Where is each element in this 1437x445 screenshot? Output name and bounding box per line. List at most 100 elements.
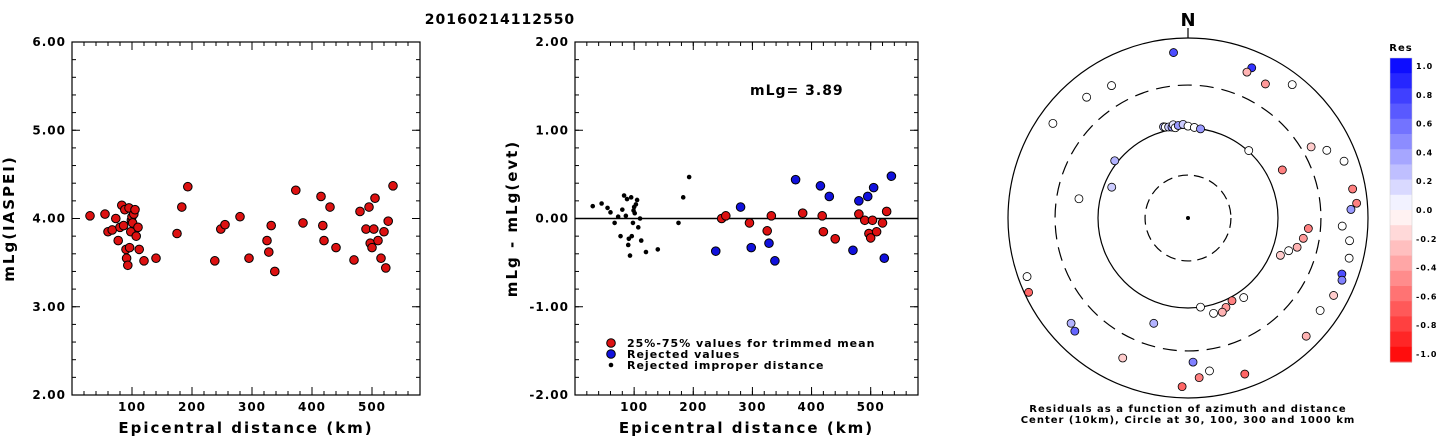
- data-point: [637, 216, 643, 221]
- data-point: [262, 235, 272, 246]
- circle-300km: [1054, 84, 1322, 352]
- colorbar-frame: [1389, 57, 1413, 363]
- data-point: [710, 246, 721, 256]
- colorbar-tick-label: -0.2: [1416, 235, 1437, 244]
- data-point: [177, 202, 187, 212]
- data-point: [790, 174, 801, 185]
- data-point: [367, 242, 377, 253]
- colorbar-segment: [1390, 255, 1412, 272]
- data-point: [376, 253, 386, 264]
- station-residual-point: [1261, 79, 1270, 89]
- data-point: [868, 182, 879, 193]
- colorbar-tick-label: -1.0: [1416, 350, 1437, 359]
- data-point: [625, 242, 631, 248]
- colorbar-segment: [1390, 179, 1412, 196]
- station-residual-point: [1209, 308, 1218, 318]
- data-point: [139, 256, 149, 266]
- colorbar-segment: [1390, 118, 1412, 135]
- colorbar-segment: [1390, 301, 1412, 317]
- data-point: [291, 185, 301, 196]
- station-residual-point: [1329, 291, 1339, 300]
- station-residual-point: [1227, 296, 1237, 306]
- y-tick-label: -1.00: [529, 300, 569, 314]
- station-residual-point: [1169, 48, 1178, 57]
- colorbar-segment: [1390, 103, 1412, 120]
- data-point: [220, 219, 230, 230]
- residual-vs-distance-plot: -2.00 -1.00 0.00 1.00 2.00 100 200 300 400 500 Epi…: [503, 35, 919, 437]
- data-point: [638, 238, 644, 243]
- legend-marker: [606, 338, 616, 348]
- station-residual-point: [1149, 318, 1159, 328]
- station-residual-point: [1284, 246, 1294, 256]
- data-point: [370, 193, 380, 204]
- y-tick-label: 2.00: [32, 388, 66, 402]
- data-point: [133, 222, 143, 233]
- colorbar-tick-label: 0.0: [1416, 206, 1433, 215]
- station-residual-point: [1082, 92, 1092, 102]
- colorbar-segment: [1390, 58, 1412, 74]
- data-point: [871, 226, 882, 237]
- data-point: [676, 220, 681, 226]
- data-point: [130, 204, 140, 215]
- data-point: [331, 242, 341, 253]
- colorbar-segment: [1390, 225, 1412, 241]
- data-point: [817, 211, 827, 221]
- figure-title: 20160214112550: [425, 12, 575, 28]
- station-residual-point: [1118, 353, 1128, 363]
- data-point: [612, 220, 617, 226]
- data-point: [618, 233, 623, 239]
- polar-caption-line1: Residuals as a function of azimuth and d…: [1029, 404, 1346, 415]
- data-point: [746, 242, 757, 253]
- station-residual-point: [1337, 221, 1347, 231]
- data-point: [381, 263, 391, 273]
- data-point: [373, 235, 383, 246]
- north-label: N: [1180, 10, 1195, 31]
- x-tick-label: 400: [798, 400, 826, 414]
- station-residual-point: [1177, 382, 1187, 392]
- station-residual-point: [1205, 366, 1214, 376]
- colorbar-segment: [1390, 286, 1412, 302]
- y-axis-label: mLg(IASPEI): [0, 155, 18, 281]
- data-point: [627, 253, 633, 258]
- station-residual-point: [1352, 198, 1362, 208]
- legend-marker: [608, 362, 614, 368]
- y-tick-label: 4.00: [32, 212, 66, 226]
- data-point: [686, 174, 692, 180]
- station-residual-point: [1070, 326, 1080, 336]
- data-point: [264, 247, 274, 257]
- colorbar-segment: [1390, 164, 1412, 181]
- data-point: [621, 193, 627, 198]
- legend-label: Rejected values: [627, 348, 740, 361]
- x-tick-label: 100: [118, 400, 146, 414]
- data-point: [605, 205, 610, 211]
- y-tick-label: 1.00: [535, 123, 569, 137]
- x-axis-label: Epicentral distance (km): [118, 419, 373, 437]
- data-point: [865, 233, 876, 243]
- colorbar-tick-label: 0.6: [1416, 120, 1433, 129]
- y-tick-label: 2.00: [535, 35, 569, 49]
- station-residual-point: [1196, 302, 1205, 312]
- azimuth-residual-polar-plot: N Residuals as a function of azimuth and …: [1007, 10, 1437, 426]
- station-residual-point: [1303, 224, 1313, 233]
- data-point: [388, 181, 398, 191]
- data-point: [634, 197, 640, 203]
- data-point: [744, 218, 755, 228]
- data-point: [635, 225, 641, 230]
- station-residual-point: [1196, 124, 1205, 134]
- data-point: [355, 206, 365, 217]
- legend-label: Rejected improper distance: [627, 359, 824, 372]
- legend-label: 25%-75% values for trimmed mean: [627, 337, 875, 350]
- station-residual-point: [1277, 165, 1287, 175]
- station-residual-point: [1110, 156, 1120, 166]
- station-residual-point: [1298, 233, 1308, 243]
- data-point: [183, 181, 193, 192]
- colorbar-tick-label: -0.6: [1416, 292, 1437, 301]
- data-point: [590, 203, 596, 209]
- data-point: [867, 215, 878, 226]
- data-point: [623, 213, 629, 219]
- data-point: [881, 206, 892, 217]
- data-point: [854, 196, 864, 206]
- data-point: [244, 253, 254, 264]
- colorbar-segment: [1390, 240, 1412, 257]
- y-tick-label: 0.00: [535, 212, 569, 226]
